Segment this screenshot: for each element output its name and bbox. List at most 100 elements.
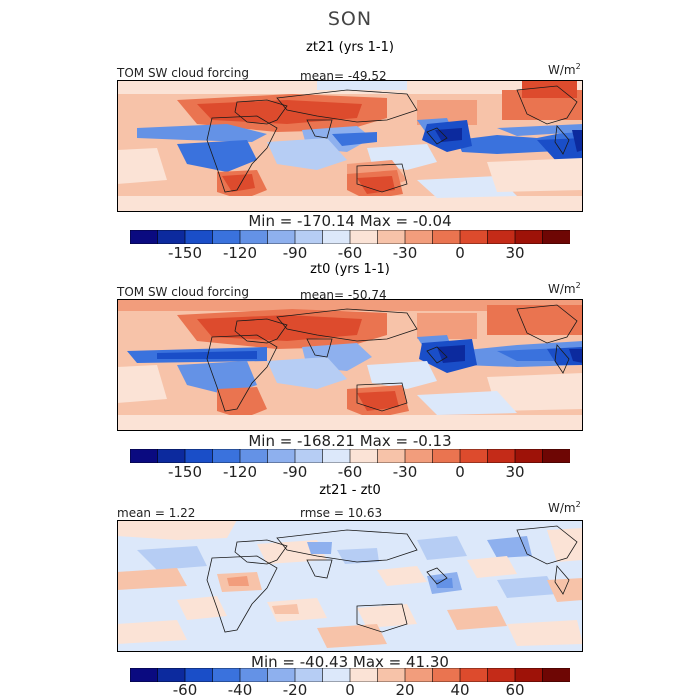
colorbar-swatch xyxy=(184,449,214,463)
panel3-field-fill xyxy=(117,520,583,652)
colorbar-swatch xyxy=(130,230,159,244)
panel1-colorbar xyxy=(130,230,570,244)
panel3-map xyxy=(117,520,583,652)
colorbar-swatch xyxy=(157,449,186,463)
colorbar-swatch xyxy=(267,668,296,682)
panel1-minmax: Min = -170.14 Max = -0.04 xyxy=(248,212,452,230)
colorbar-swatch xyxy=(404,449,434,463)
colorbar-swatch xyxy=(349,668,379,682)
colorbar-swatch xyxy=(184,668,214,682)
colorbar-swatch xyxy=(267,230,296,244)
colorbar-swatch xyxy=(294,230,324,244)
panel2-frame xyxy=(117,299,583,431)
colorbar-swatch xyxy=(432,449,461,463)
colorbar-swatch xyxy=(239,668,269,682)
panel2-tick-2: -120 xyxy=(222,463,258,481)
colorbar-swatch xyxy=(432,230,461,244)
colorbar-swatch xyxy=(239,449,269,463)
colorbar-swatch xyxy=(514,230,544,244)
panel2-tick-7: 30 xyxy=(505,463,525,481)
colorbar-swatch xyxy=(239,230,269,244)
panel3-frame xyxy=(117,520,583,652)
panel1-coastlines xyxy=(206,85,578,193)
colorbar-swatch xyxy=(349,449,379,463)
colorbar-swatch xyxy=(542,668,570,682)
colorbar-swatch xyxy=(377,230,406,244)
panel1-tick-7: 30 xyxy=(505,244,525,262)
panel2-tick-6: 0 xyxy=(455,463,465,481)
panel3-minmax: Min = -40.43 Max = 41.30 xyxy=(251,653,449,671)
panel3-colorbar xyxy=(130,668,570,682)
panel1-field-fill xyxy=(117,80,583,212)
colorbar-swatch xyxy=(542,230,570,244)
colorbar-swatch xyxy=(322,449,351,463)
panel1-title: zt21 (yrs 1-1) xyxy=(306,40,394,55)
panel1-field-label: TOM SW cloud forcing xyxy=(117,66,249,80)
panel2-colorbar xyxy=(130,449,570,463)
colorbar-swatch xyxy=(294,449,324,463)
panel3-mean: mean = 1.22 xyxy=(117,506,196,520)
panel2-tick-4: -60 xyxy=(337,463,363,481)
colorbar-swatch xyxy=(459,230,489,244)
colorbar-swatch xyxy=(349,230,379,244)
colorbar-swatch xyxy=(212,449,241,463)
colorbar-swatch xyxy=(322,668,351,682)
colorbar-swatch xyxy=(487,230,516,244)
panel3-tick-5: 20 xyxy=(395,681,415,699)
panel3-tick-4: 0 xyxy=(345,681,355,699)
panel3-title: zt21 - zt0 xyxy=(319,483,381,498)
colorbar-swatch xyxy=(514,449,544,463)
colorbar-swatch xyxy=(432,668,461,682)
colorbar-swatch xyxy=(404,668,434,682)
panel1-map xyxy=(117,80,583,212)
colorbar-swatch xyxy=(130,668,159,682)
colorbar-swatch xyxy=(487,668,516,682)
panel2-field-label: TOM SW cloud forcing xyxy=(117,285,249,299)
panel2-units: W/m2 xyxy=(548,281,581,296)
panel3-tick-1: -60 xyxy=(172,681,198,699)
colorbar-swatch xyxy=(267,449,296,463)
panel2-mean: mean= -50.74 xyxy=(300,288,387,302)
colorbar-swatch xyxy=(542,449,570,463)
panel3-tick-7: 60 xyxy=(505,681,525,699)
panel1-tick-5: -30 xyxy=(392,244,418,262)
panel1-tick-3: -90 xyxy=(282,244,308,262)
panel1-units: W/m2 xyxy=(548,62,581,77)
colorbar-swatch xyxy=(184,230,214,244)
panel3-tick-2: -40 xyxy=(227,681,253,699)
colorbar-swatch xyxy=(212,668,241,682)
colorbar-swatch xyxy=(377,668,406,682)
panel2-field-fill xyxy=(117,299,583,431)
colorbar-swatch xyxy=(157,668,186,682)
panel1-tick-6: 0 xyxy=(455,244,465,262)
panel3-tick-6: 40 xyxy=(450,681,470,699)
colorbar-swatch xyxy=(130,449,159,463)
colorbar-swatch xyxy=(157,230,186,244)
colorbar-swatch xyxy=(459,668,489,682)
panel2-minmax: Min = -168.21 Max = -0.13 xyxy=(248,432,452,450)
colorbar-swatch xyxy=(514,668,544,682)
panel1-frame xyxy=(117,80,583,212)
panel2-tick-3: -90 xyxy=(282,463,308,481)
colorbar-swatch xyxy=(322,230,351,244)
panel1-tick-1: -150 xyxy=(167,244,203,262)
panel3-rmse: rmse = 10.63 xyxy=(300,506,383,520)
colorbar-swatch xyxy=(377,449,406,463)
colorbar-swatch xyxy=(294,668,324,682)
panel1-tick-4: -60 xyxy=(337,244,363,262)
panel2-title: zt0 (yrs 1-1) xyxy=(310,262,390,277)
colorbar-swatch xyxy=(212,230,241,244)
colorbar-swatch xyxy=(404,230,434,244)
panel3-tick-3: -20 xyxy=(282,681,308,699)
colorbar-swatch xyxy=(459,449,489,463)
panel3-units: W/m2 xyxy=(548,500,581,515)
panel2-tick-5: -30 xyxy=(392,463,418,481)
panel2-map xyxy=(117,299,583,431)
panel3-coastlines xyxy=(206,525,578,633)
colorbar-swatch xyxy=(487,449,516,463)
season-title: SON xyxy=(327,8,373,30)
panel1-tick-2: -120 xyxy=(222,244,258,262)
panel1-mean: mean= -49.52 xyxy=(300,69,387,83)
panel2-tick-1: -150 xyxy=(167,463,203,481)
panel2-coastlines xyxy=(206,304,578,412)
